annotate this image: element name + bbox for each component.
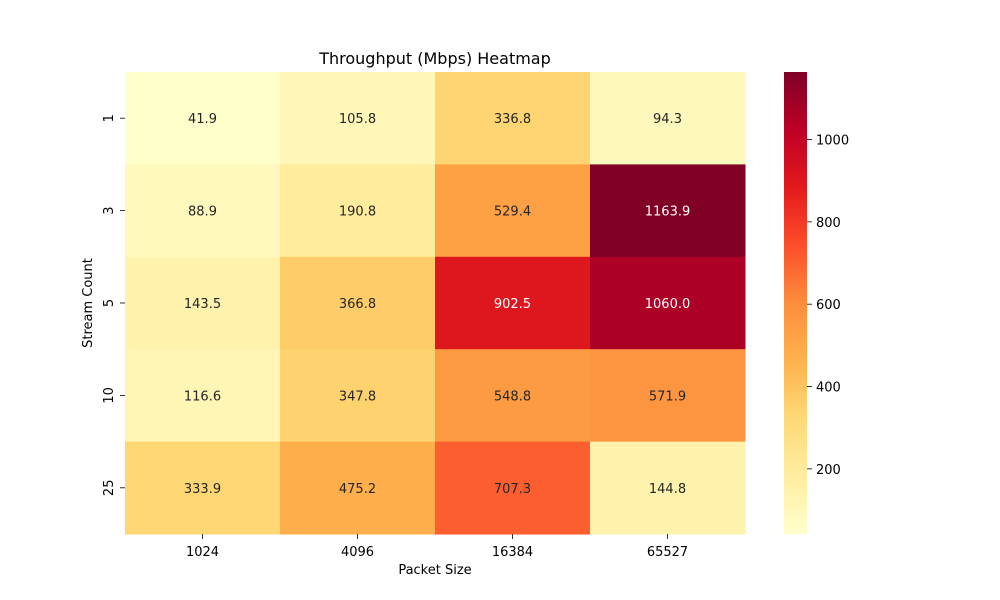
- heatmap-cell: [280, 441, 436, 535]
- colorbar: [784, 72, 807, 534]
- x-tick-label: 65527: [647, 545, 688, 560]
- cell-value-label: 333.9: [184, 482, 221, 497]
- y-tick-label: 3: [102, 206, 117, 214]
- heatmap-cell: [280, 164, 436, 258]
- cell-value-label: 116.6: [184, 389, 221, 404]
- heatmap-cell: [435, 164, 591, 258]
- x-tick-label: 16384: [492, 545, 533, 560]
- heatmap-cell: [125, 441, 281, 535]
- y-tick-label: 10: [102, 387, 117, 404]
- heatmap-cell: [280, 256, 436, 350]
- colorbar-ticks: 200 400 600 800 1000: [807, 133, 849, 478]
- heatmap-cell: [435, 349, 591, 443]
- heatmap-cell: [590, 164, 746, 258]
- cell-value-label: 529.4: [494, 205, 531, 220]
- chart-title: Throughput (Mbps) Heatmap: [318, 49, 551, 68]
- cell-value-label: 1163.9: [645, 205, 691, 220]
- cell-value-label: 336.8: [494, 112, 531, 127]
- cell-value-label: 1060.0: [645, 297, 691, 312]
- heatmap-cell: [590, 72, 746, 165]
- cell-value-label: 475.2: [339, 482, 376, 497]
- cell-value-label: 88.9: [188, 205, 217, 220]
- colorbar-tick-label: 800: [816, 216, 841, 231]
- y-tick-label: 5: [102, 299, 117, 307]
- heatmap-cell: [125, 256, 281, 350]
- cell-value-label: 571.9: [649, 389, 686, 404]
- heatmap-cell: [435, 256, 591, 350]
- colorbar-tick-label: 200: [816, 463, 841, 478]
- x-axis-label: Packet Size: [398, 563, 471, 578]
- cell-value-label: 190.8: [339, 205, 376, 220]
- cell-value-label: 707.3: [494, 482, 531, 497]
- colorbar-tick-label: 600: [816, 298, 841, 313]
- x-axis: 1024 4096 16384 65527: [186, 534, 688, 560]
- x-tick-label: 4096: [341, 545, 374, 560]
- cell-value-label: 548.8: [494, 389, 531, 404]
- heatmap-cell-labels: 41.9 105.8 336.8 94.3 88.9 190.8 529.4 1163.9 14…: [184, 112, 690, 497]
- heatmap-cell: [280, 72, 436, 165]
- heatmap-cells: [125, 72, 746, 535]
- heatmap-cell: [125, 72, 281, 165]
- x-tick-label: 1024: [186, 545, 219, 560]
- heatmap-cell: [435, 72, 591, 165]
- cell-value-label: 144.8: [649, 482, 686, 497]
- y-tick-label: 25: [102, 480, 117, 497]
- heatmap-cell: [590, 349, 746, 443]
- cell-value-label: 41.9: [188, 112, 217, 127]
- y-axis: 1 3 5 10 25: [102, 114, 125, 496]
- cell-value-label: 366.8: [339, 297, 376, 312]
- cell-value-label: 143.5: [184, 297, 221, 312]
- heatmap-cell: [590, 256, 746, 350]
- cell-value-label: 105.8: [339, 112, 376, 127]
- heatmap-cell: [280, 349, 436, 443]
- heatmap-cell: [590, 441, 746, 535]
- cell-value-label: 902.5: [494, 297, 531, 312]
- heatmap-cell: [125, 164, 281, 258]
- cell-value-label: 94.3: [653, 112, 682, 127]
- cell-value-label: 347.8: [339, 389, 376, 404]
- y-axis-label: Stream Count: [81, 258, 96, 348]
- colorbar-tick-label: 1000: [816, 133, 849, 148]
- y-tick-label: 1: [102, 114, 117, 122]
- colorbar-tick-label: 400: [816, 381, 841, 396]
- heatmap-cell: [435, 441, 591, 535]
- heatmap-cell: [125, 349, 281, 443]
